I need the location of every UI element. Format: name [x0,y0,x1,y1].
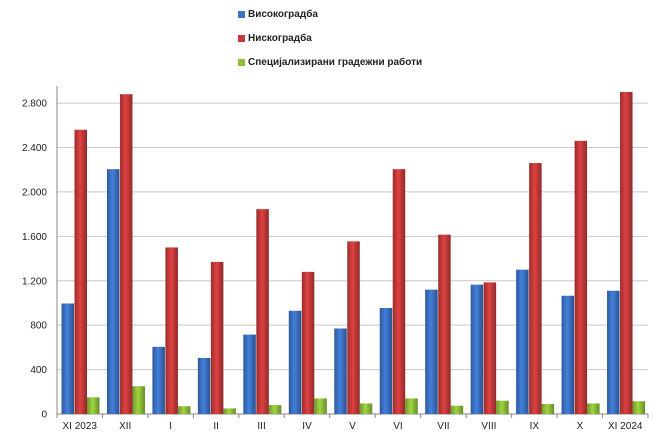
bar-high-construction [607,290,620,414]
bar-low-construction [119,94,133,414]
x-tick-label: XI 2023 [62,421,97,432]
bar-low-construction [347,241,360,414]
bar-low-construction [392,169,406,414]
bar-low-construction [301,271,315,414]
bar-specialized-works [405,398,418,414]
legend: Високоградба Нискоградба Специјализирани… [238,8,422,80]
x-tick-label: XII [119,421,131,432]
bar-specialized-works [268,405,282,414]
bar-high-construction [516,269,529,414]
x-tick-label: I [169,421,172,432]
legend-swatch-specialized-works [238,58,245,66]
bar-specialized-works [541,404,555,414]
y-tick-label: 2.000 [22,187,47,198]
bar-low-construction [529,163,542,414]
bar-low-construction [574,140,588,415]
legend-label-low-construction: Нискоградба [248,32,312,44]
y-tick-label: 1.600 [22,232,47,243]
bar-high-construction [106,169,120,414]
bar-specialized-works [87,397,100,414]
bar-high-construction [334,328,347,414]
bar-specialized-works [632,401,646,414]
legend-swatch-high-construction [238,10,245,18]
bar-specialized-works [132,386,145,414]
x-tick-label: II [213,421,219,432]
bar-specialized-works [314,398,327,414]
y-tick-label: 2.800 [22,99,47,110]
x-tick-label: VII [437,421,449,432]
legend-label-high-construction: Високоградба [248,8,318,20]
x-tick-label: VIII [481,421,496,432]
bar-high-construction [379,307,393,414]
bar-low-construction [438,234,451,414]
bar-high-construction [152,346,165,414]
bar-high-construction [243,334,256,414]
y-tick-label: 400 [30,365,47,376]
y-tick-label: 2.400 [22,143,47,154]
x-tick-label: III [257,421,265,432]
x-tick-label: V [349,421,356,432]
bar-high-construction [288,310,302,414]
bar-high-construction [425,289,438,414]
bar-specialized-works [359,403,373,414]
bar-low-construction [74,129,87,415]
x-tick-label: XI 2024 [608,421,643,432]
bar-specialized-works [223,408,236,414]
legend-item-low-construction: Нискоградба [238,32,422,44]
y-tick-label: 1.200 [22,276,47,287]
bar-low-construction [483,282,497,414]
bar-specialized-works [177,406,191,414]
bar-low-construction [620,92,633,414]
legend-swatch-low-construction [238,34,245,42]
bar-high-construction [61,303,74,414]
bar-high-construction [470,284,484,414]
legend-label-specialized-works: Специјализирани градежни работи [248,56,423,68]
y-tick-label: 800 [30,321,47,332]
x-tick-label: X [576,421,583,432]
bar-low-construction [165,247,178,414]
y-tick-label: 0 [41,410,47,421]
bar-specialized-works [496,400,509,414]
bar-low-construction [256,209,269,414]
legend-item-specialized-works: Специјализирани градежни работи [238,56,422,68]
bar-specialized-works [450,405,464,414]
x-tick-label: VI [393,421,402,432]
bar-high-construction [197,357,211,414]
x-tick-label: IV [302,421,312,432]
bar-specialized-works [587,403,600,414]
bar-high-construction [561,295,575,414]
bar-low-construction [210,261,224,414]
legend-item-high-construction: Високоградба [238,8,422,20]
x-tick-label: IX [530,421,540,432]
